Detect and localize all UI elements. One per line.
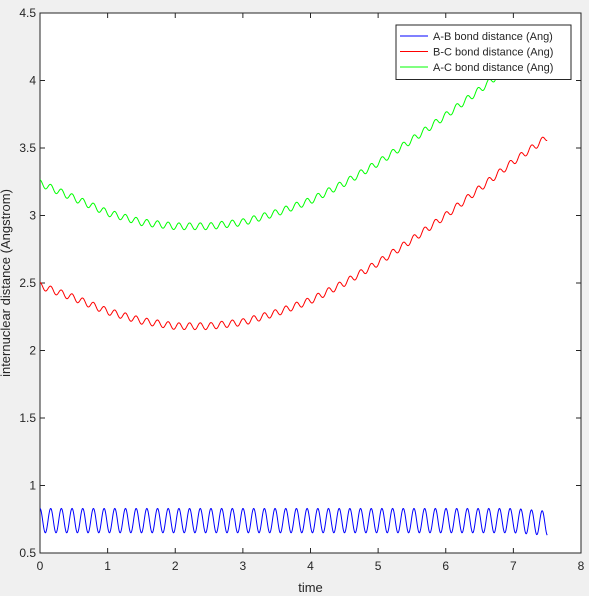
y-tick-label: 2	[29, 344, 36, 358]
x-tick-label: 5	[375, 559, 382, 573]
series-layer	[40, 35, 548, 536]
legend-box	[395, 24, 572, 80]
y-tick-label: 0.5	[19, 546, 36, 560]
x-tick-label: 0	[37, 559, 44, 573]
legend-label: B-C bond distance (Ang)	[433, 47, 553, 59]
y-axis-ticks: 0.5 1 1.5 2 2.5 3 3.5 4 4.5	[19, 6, 581, 560]
y-tick-label: 3.5	[19, 141, 36, 155]
y-tick-label: 4.5	[19, 6, 36, 20]
y-tick-label: 1.5	[19, 411, 36, 425]
x-tick-label: 7	[510, 559, 517, 573]
series-line-3	[40, 35, 548, 231]
x-tick-label: 1	[104, 559, 111, 573]
legend-label: A-C bond distance (Ang)	[433, 62, 553, 74]
x-axis-ticks: 0 1 2 3 4 5 6 7 8	[37, 13, 585, 573]
y-axis-label: internuclear distance (Angstrom)	[0, 189, 13, 377]
series-line-1	[40, 507, 548, 536]
x-tick-label: 8	[578, 559, 585, 573]
legend: A-B bond distance (Ang) B-C bond distance…	[395, 24, 572, 80]
x-axis-label: time	[298, 580, 323, 595]
x-tick-label: 3	[240, 559, 247, 573]
x-tick-label: 4	[307, 559, 314, 573]
y-tick-label: 1	[29, 479, 36, 493]
x-tick-label: 2	[172, 559, 179, 573]
series-line-2	[40, 136, 548, 331]
x-tick-label: 6	[442, 559, 449, 573]
legend-label: A-B bond distance (Ang)	[433, 31, 553, 43]
plot-area	[39, 12, 582, 554]
y-tick-label: 4	[29, 74, 36, 88]
y-tick-label: 3	[29, 209, 36, 223]
y-tick-label: 2.5	[19, 276, 36, 290]
